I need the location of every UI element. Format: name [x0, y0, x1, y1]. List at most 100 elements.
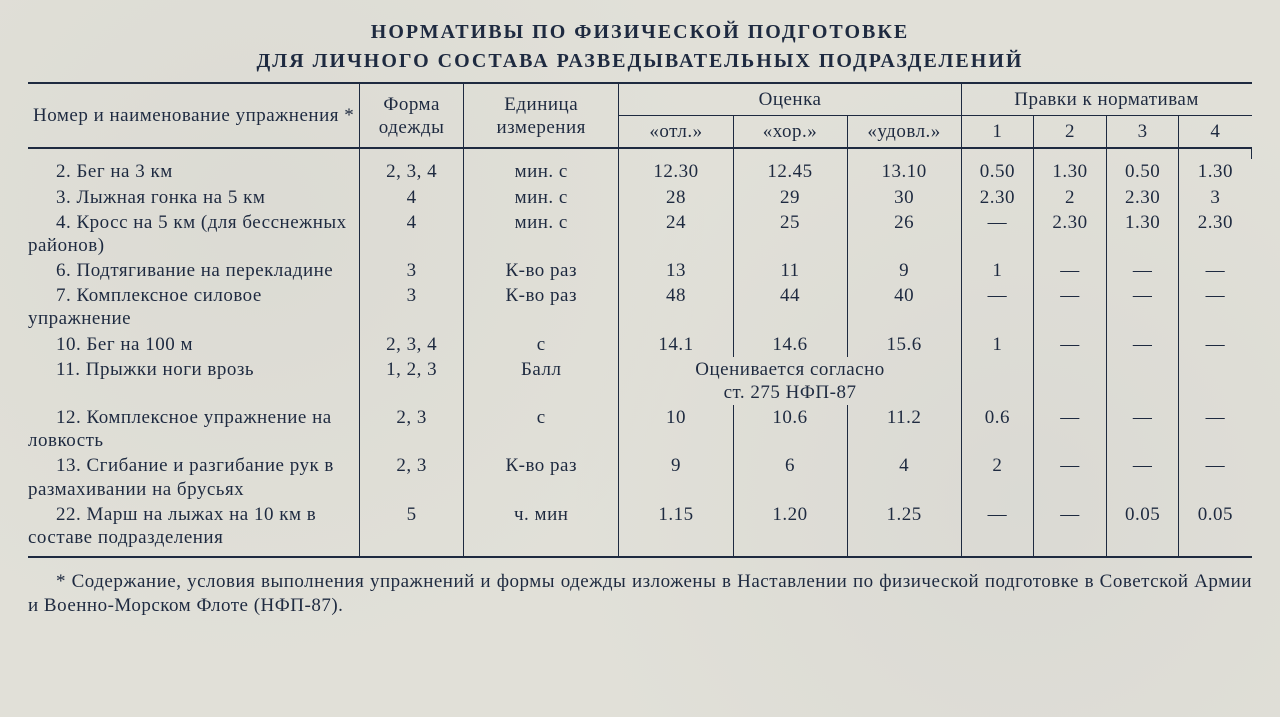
cell-otl: 1.15 [619, 502, 733, 550]
cell-p3: — [1106, 283, 1179, 331]
cell-unit: мин. с [463, 185, 619, 210]
cell-p4: — [1179, 332, 1252, 357]
col-p2: 2 [1034, 116, 1107, 149]
cell-form: 2, 3 [360, 405, 464, 453]
cell-p4: 2.30 [1179, 210, 1252, 258]
title-line-1: НОРМАТИВЫ ПО ФИЗИЧЕСКОЙ ПОДГОТОВКЕ [28, 18, 1252, 47]
cell-p4: — [1179, 405, 1252, 453]
col-udo: «удовл.» [847, 116, 961, 149]
cell-otl: 14.1 [619, 332, 733, 357]
cell-hor: 29 [733, 185, 847, 210]
cell-unit: К-во раз [463, 453, 619, 501]
cell-exercise: 4. Кросс на 5 км (для бесснежных районов… [28, 210, 360, 258]
cell-p4 [1179, 357, 1252, 405]
cell-p1: — [961, 502, 1034, 550]
spacer-cell [1106, 148, 1179, 159]
cell-otl: 28 [619, 185, 733, 210]
cell-form: 3 [360, 283, 464, 331]
cell-p1: 0.50 [961, 159, 1034, 184]
col-corrections: Правки к нормативам [961, 83, 1251, 116]
spacer-cell [1179, 148, 1252, 159]
cell-p2: — [1034, 502, 1107, 550]
cell-udo: 13.10 [847, 159, 961, 184]
table-row: 7. Комплексное силовое упражнение3К-во р… [28, 283, 1252, 331]
cell-p3: 2.30 [1106, 185, 1179, 210]
cell-exercise: 22. Марш на лыжах на 10 км в составе под… [28, 502, 360, 550]
col-exercise: Номер и наименование упражнения * [28, 83, 360, 148]
col-otl: «отл.» [619, 116, 733, 149]
cell-p2: 2 [1034, 185, 1107, 210]
end-cell [1034, 550, 1107, 557]
cell-udo: 4 [847, 453, 961, 501]
cell-form: 2, 3, 4 [360, 332, 464, 357]
cell-p2: 1.30 [1034, 159, 1107, 184]
cell-p3: — [1106, 258, 1179, 283]
cell-p2: — [1034, 283, 1107, 331]
col-assessment: Оценка [619, 83, 961, 116]
cell-unit: с [463, 332, 619, 357]
table-row: 22. Марш на лыжах на 10 км в составе под… [28, 502, 1252, 550]
cell-hor: 6 [733, 453, 847, 501]
cell-p4: — [1179, 453, 1252, 501]
col-unit: Единица измерения [463, 83, 619, 148]
cell-hor: 11 [733, 258, 847, 283]
col-hor: «хор.» [733, 116, 847, 149]
cell-udo: 40 [847, 283, 961, 331]
end-cell [619, 550, 733, 557]
cell-p4: 0.05 [1179, 502, 1252, 550]
cell-form: 2, 3 [360, 453, 464, 501]
col-p4: 4 [1179, 116, 1252, 149]
merged-line-2: ст. 275 НФП-87 [625, 381, 954, 404]
cell-p4: 3 [1179, 185, 1252, 210]
end-cell [961, 550, 1034, 557]
table-row: 2. Бег на 3 км2, 3, 4мин. с12.3012.4513.… [28, 159, 1252, 184]
end-cell [1106, 550, 1179, 557]
merged-line-1: Оценивается согласно [625, 358, 954, 381]
cell-unit: Балл [463, 357, 619, 405]
cell-p2: 2.30 [1034, 210, 1107, 258]
cell-form: 4 [360, 210, 464, 258]
spacer-cell [847, 148, 961, 159]
cell-unit: мин. с [463, 159, 619, 184]
table-row: 11. Прыжки ноги врозь1, 2, 3БаллОценивае… [28, 357, 1252, 405]
cell-udo: 30 [847, 185, 961, 210]
cell-otl: 10 [619, 405, 733, 453]
end-cell [1179, 550, 1252, 557]
table-row: 3. Лыжная гонка на 5 км4мин. с2829302.30… [28, 185, 1252, 210]
cell-udo: 1.25 [847, 502, 961, 550]
cell-p3: — [1106, 405, 1179, 453]
cell-otl: 12.30 [619, 159, 733, 184]
footnote: * Содержание, условия выполнения упражне… [28, 570, 1252, 619]
cell-p1: 2 [961, 453, 1034, 501]
cell-exercise: 13. Сгибание и разгибание рук в размахив… [28, 453, 360, 501]
cell-exercise: 3. Лыжная гонка на 5 км [28, 185, 360, 210]
cell-p1: 1 [961, 258, 1034, 283]
cell-unit: К-во раз [463, 258, 619, 283]
cell-udo: 15.6 [847, 332, 961, 357]
cell-p1: — [961, 283, 1034, 331]
cell-hor: 14.6 [733, 332, 847, 357]
cell-unit: ч. мин [463, 502, 619, 550]
cell-udo: 11.2 [847, 405, 961, 453]
cell-hor: 1.20 [733, 502, 847, 550]
document-title: НОРМАТИВЫ ПО ФИЗИЧЕСКОЙ ПОДГОТОВКЕ ДЛЯ Л… [28, 18, 1252, 76]
end-cell [733, 550, 847, 557]
cell-p3: 0.05 [1106, 502, 1179, 550]
end-cell [28, 550, 360, 557]
cell-unit: с [463, 405, 619, 453]
cell-udo: 26 [847, 210, 961, 258]
cell-merged-assessment: Оценивается согласност. 275 НФП-87 [619, 357, 961, 405]
cell-p3: — [1106, 332, 1179, 357]
cell-unit: мин. с [463, 210, 619, 258]
end-cell [463, 550, 619, 557]
col-p3: 3 [1106, 116, 1179, 149]
cell-p3: 1.30 [1106, 210, 1179, 258]
cell-exercise: 2. Бег на 3 км [28, 159, 360, 184]
col-p1: 1 [961, 116, 1034, 149]
standards-table: Номер и наименование упражнения * Форма … [28, 82, 1252, 558]
table-header: Номер и наименование упражнения * Форма … [28, 83, 1252, 148]
cell-p2: — [1034, 258, 1107, 283]
table-body: 2. Бег на 3 км2, 3, 4мин. с12.3012.4513.… [28, 148, 1252, 557]
col-form: Форма одежды [360, 83, 464, 148]
cell-p4: — [1179, 283, 1252, 331]
